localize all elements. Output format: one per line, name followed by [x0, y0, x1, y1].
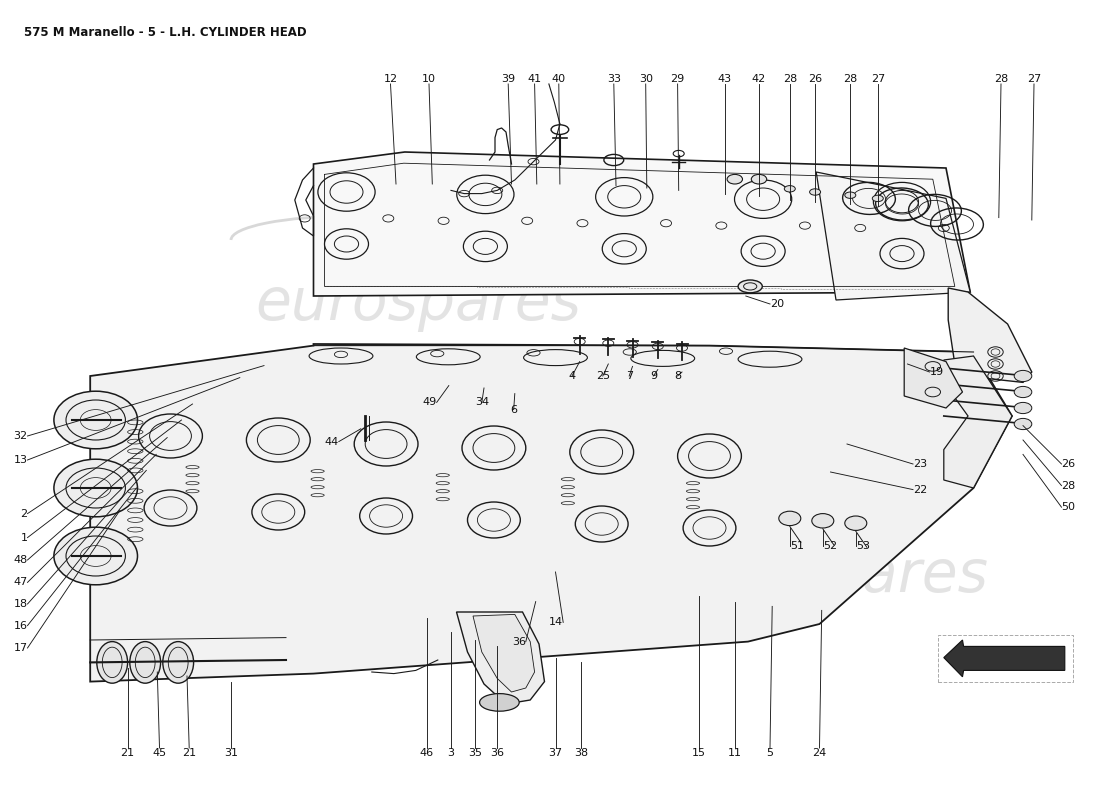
- Text: 46: 46: [420, 748, 433, 758]
- Ellipse shape: [845, 516, 867, 530]
- Text: 36: 36: [491, 748, 504, 758]
- Text: 17: 17: [13, 643, 28, 653]
- Text: 11: 11: [728, 748, 741, 758]
- Polygon shape: [904, 348, 962, 408]
- Text: 27: 27: [871, 74, 884, 84]
- Polygon shape: [90, 344, 1012, 682]
- Text: 18: 18: [13, 599, 28, 609]
- Text: 30: 30: [639, 74, 652, 84]
- Text: 21: 21: [121, 748, 134, 758]
- Ellipse shape: [812, 514, 834, 528]
- Ellipse shape: [54, 459, 138, 517]
- Bar: [938, 635, 1072, 682]
- Polygon shape: [816, 172, 970, 300]
- Text: 7: 7: [626, 371, 632, 381]
- Text: 19: 19: [930, 367, 944, 377]
- Text: 28: 28: [1062, 481, 1076, 490]
- Text: 44: 44: [324, 437, 339, 446]
- Polygon shape: [473, 614, 535, 692]
- Text: 25: 25: [596, 371, 609, 381]
- Text: eurospares: eurospares: [662, 547, 988, 605]
- Text: 575 M Maranello - 5 - L.H. CYLINDER HEAD: 575 M Maranello - 5 - L.H. CYLINDER HEAD: [24, 26, 307, 38]
- Ellipse shape: [130, 642, 161, 683]
- Text: 50: 50: [1062, 502, 1076, 512]
- Text: 39: 39: [502, 74, 515, 84]
- Polygon shape: [944, 356, 1012, 488]
- Text: 20: 20: [770, 299, 784, 309]
- Ellipse shape: [784, 186, 795, 192]
- Text: 33: 33: [607, 74, 620, 84]
- Text: 27: 27: [1027, 74, 1041, 84]
- Ellipse shape: [845, 192, 856, 198]
- Text: 48: 48: [13, 555, 28, 565]
- Text: 28: 28: [994, 74, 1008, 84]
- Text: 5: 5: [767, 748, 773, 758]
- Text: 3: 3: [448, 748, 454, 758]
- Ellipse shape: [163, 642, 194, 683]
- Text: 9: 9: [650, 371, 657, 381]
- Text: 15: 15: [692, 748, 705, 758]
- Text: 21: 21: [183, 748, 196, 758]
- Text: 52: 52: [823, 541, 837, 550]
- Polygon shape: [944, 640, 1065, 677]
- Text: 37: 37: [549, 748, 562, 758]
- Ellipse shape: [1014, 386, 1032, 398]
- Ellipse shape: [810, 189, 821, 195]
- Text: 14: 14: [549, 618, 563, 627]
- Ellipse shape: [751, 174, 767, 184]
- Text: 31: 31: [224, 748, 238, 758]
- Text: 32: 32: [13, 431, 28, 441]
- Text: 26: 26: [1062, 459, 1076, 469]
- Text: 8: 8: [674, 371, 681, 381]
- Text: 4: 4: [569, 371, 575, 381]
- Ellipse shape: [1014, 370, 1032, 382]
- Text: 16: 16: [13, 621, 28, 630]
- Text: 34: 34: [475, 398, 488, 407]
- Text: 28: 28: [844, 74, 857, 84]
- Text: 13: 13: [13, 455, 28, 465]
- Text: 47: 47: [13, 578, 28, 587]
- Text: 36: 36: [512, 637, 526, 646]
- Text: 24: 24: [813, 748, 826, 758]
- Text: 51: 51: [790, 541, 804, 550]
- Text: 29: 29: [671, 74, 684, 84]
- Ellipse shape: [779, 511, 801, 526]
- Text: 45: 45: [153, 748, 166, 758]
- Text: 2: 2: [21, 509, 28, 518]
- Polygon shape: [314, 152, 970, 296]
- Ellipse shape: [97, 642, 128, 683]
- Ellipse shape: [872, 195, 883, 202]
- Ellipse shape: [738, 280, 762, 293]
- Text: 12: 12: [384, 74, 397, 84]
- Text: 26: 26: [808, 74, 822, 84]
- Text: eurospares: eurospares: [255, 275, 581, 333]
- Text: 35: 35: [469, 748, 482, 758]
- Text: 28: 28: [783, 74, 796, 84]
- Text: 23: 23: [913, 459, 927, 469]
- Ellipse shape: [1014, 402, 1032, 414]
- Ellipse shape: [54, 391, 138, 449]
- Text: 42: 42: [752, 74, 766, 84]
- Ellipse shape: [727, 174, 742, 184]
- Text: 10: 10: [422, 74, 436, 84]
- Ellipse shape: [480, 694, 519, 711]
- Ellipse shape: [54, 527, 138, 585]
- Polygon shape: [948, 288, 1032, 382]
- Text: 38: 38: [574, 748, 587, 758]
- Text: 6: 6: [510, 405, 517, 414]
- Text: 40: 40: [552, 74, 565, 84]
- Text: 1: 1: [21, 533, 28, 542]
- Text: 41: 41: [528, 74, 541, 84]
- Text: 22: 22: [913, 485, 927, 494]
- Text: 53: 53: [856, 541, 870, 550]
- Text: 43: 43: [718, 74, 732, 84]
- Ellipse shape: [1014, 418, 1032, 430]
- Text: 49: 49: [422, 398, 437, 407]
- Polygon shape: [456, 612, 544, 704]
